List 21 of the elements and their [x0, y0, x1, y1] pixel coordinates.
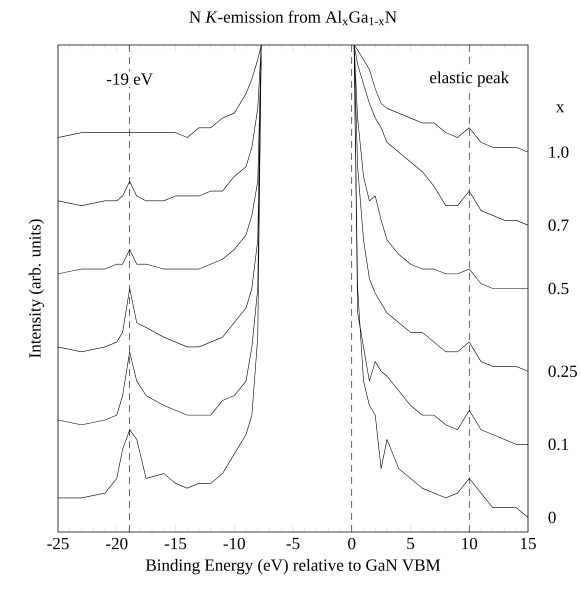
x-tick-label: -25 — [47, 538, 69, 550]
x-tick-label: 15 — [521, 538, 536, 550]
x-tick-label: -10 — [224, 538, 245, 550]
x-tick-label: -15 — [164, 538, 186, 550]
series-label: 0 — [548, 512, 556, 524]
legend-title: x — [556, 104, 564, 112]
x-tick-label: 10 — [462, 538, 478, 550]
x-tick-label: -5 — [286, 538, 300, 550]
x-tick-label: 0 — [348, 538, 356, 550]
x-tick-label: 5 — [407, 538, 414, 550]
annotation: -19 eV — [106, 73, 153, 85]
series-label: 0.25 — [548, 366, 577, 378]
annotation: elastic peak — [430, 71, 510, 87]
series-label: 0.5 — [548, 282, 568, 294]
series-label: 0.7 — [548, 219, 569, 231]
series-label: 1.0 — [549, 146, 568, 158]
chart-title: N K-emission from Al$_{x}$Ga$_{1-x}$N — [189, 10, 397, 26]
y-axis-title: Intensity (arb. units) — [28, 219, 44, 358]
series-label: 0.1 — [548, 438, 568, 450]
x-axis-title: Binding Energy (eV) relative to GaN VBM — [146, 558, 440, 574]
x-tick-label: -20 — [106, 538, 128, 550]
